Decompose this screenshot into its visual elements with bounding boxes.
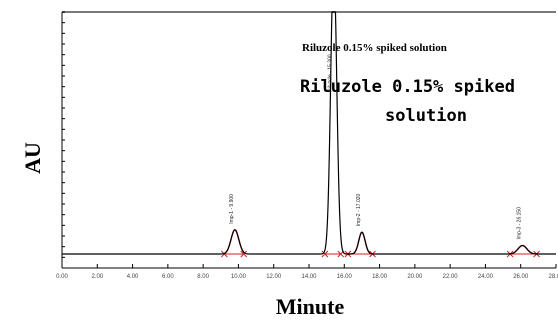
chromatogram-trace (62, 11, 556, 255)
peak-end-marker (240, 250, 248, 258)
peak-label: Imp-3 - 26.150 (516, 207, 522, 240)
chart-title-line-1: Riluzole 0.15% spiked (300, 77, 515, 97)
x-tick-label: 4.00 (127, 274, 139, 280)
x-tick-label: 22.00 (443, 274, 459, 280)
peak-label: Imp-1 - 9.900 (229, 194, 235, 224)
chart-title-line-2: solution (385, 106, 467, 126)
x-tick-label: 18.00 (372, 274, 388, 280)
peak-label: Riluzole - 15.300 (328, 54, 334, 92)
peak-start-marker (321, 250, 329, 258)
x-tick-label: 10.00 (231, 274, 247, 280)
x-tick-label: 20.00 (407, 274, 423, 280)
x-tick-label: 26.00 (513, 274, 529, 280)
x-tick-label: 16.00 (337, 274, 353, 280)
x-tick-label: 0.00 (56, 274, 68, 280)
chart-title-small: Riluzole 0.15% spiked solution (302, 42, 447, 54)
peak-label: Imp-2 - 17.020 (356, 193, 362, 226)
x-tick-label: 12.00 (266, 274, 282, 280)
peak-integration-markers (220, 229, 540, 258)
x-tick-label: 14.00 (301, 274, 317, 280)
x-tick-label: 6.00 (162, 274, 174, 280)
peak-labels: Imp-1 - 9.900 Riluzole - 15.300 Imp-2 - 17… (229, 54, 523, 239)
x-tick-label: 8.00 (197, 274, 209, 280)
x-axis-label: Minute (276, 294, 345, 319)
x-tick-label: 24.00 (478, 274, 494, 280)
x-tick-label: 28.00 (548, 274, 558, 280)
x-tick-label: 2.00 (91, 274, 103, 280)
x-axis-ticks: 0.00 2.00 4.00 6.00 8.00 10.00 12.00 14.00 16.00… (56, 264, 558, 280)
y-axis-ticks (62, 11, 65, 269)
y-axis-label: AU (20, 142, 45, 174)
